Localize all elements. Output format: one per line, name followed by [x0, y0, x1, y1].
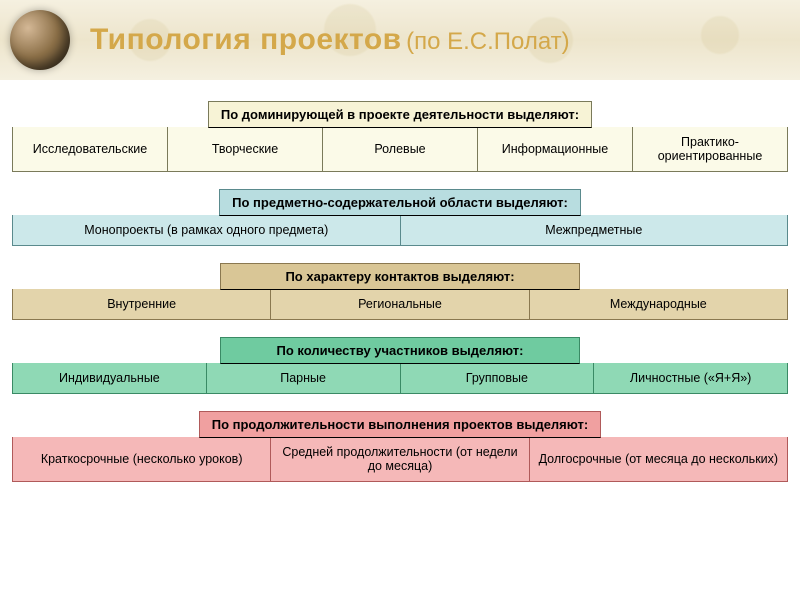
cell: Творческие: [168, 127, 323, 171]
content: По доминирующей в проекте деятельности в…: [0, 80, 800, 508]
section-row: Внутренние Региональные Международные: [12, 289, 788, 320]
cell: Личностные («Я+Я»): [594, 363, 787, 393]
cell: Монопроекты (в рамках одного предмета): [13, 215, 401, 245]
section-header: По доминирующей в проекте деятельности в…: [208, 101, 592, 128]
section-header: По характеру контактов выделяют:: [220, 263, 580, 290]
globe-icon: [10, 10, 70, 70]
section-header: По количеству участников выделяют:: [220, 337, 580, 364]
cell: Внутренние: [13, 289, 271, 319]
section-contacts: По характеру контактов выделяют: Внутрен…: [12, 262, 788, 320]
cell: Исследовательские: [13, 127, 168, 171]
section-activity: По доминирующей в проекте деятельности в…: [12, 100, 788, 172]
cell: Краткосрочные (несколько уроков): [13, 437, 271, 481]
section-row: Монопроекты (в рамках одного предмета) М…: [12, 215, 788, 246]
cell: Международные: [530, 289, 787, 319]
cell: Средней продолжительности (от недели до …: [271, 437, 529, 481]
section-row: Исследовательские Творческие Ролевые Инф…: [12, 127, 788, 172]
page-title: Типология проектов (по Е.С.Полат): [90, 23, 570, 57]
cell: Долгосрочные (от месяца до нескольких): [530, 437, 787, 481]
section-subject: По предметно-содержательной области выде…: [12, 188, 788, 246]
section-participants: По количеству участников выделяют: Индив…: [12, 336, 788, 394]
section-header: По продолжительности выполнения проектов…: [199, 411, 602, 438]
cell: Информационные: [478, 127, 633, 171]
section-duration: По продолжительности выполнения проектов…: [12, 410, 788, 482]
cell: Практико- ориентированные: [633, 127, 787, 171]
section-header: По предметно-содержательной области выде…: [219, 189, 581, 216]
cell: Ролевые: [323, 127, 478, 171]
cell: Групповые: [401, 363, 595, 393]
title-sub: (по Е.С.Полат): [406, 28, 570, 55]
cell: Парные: [207, 363, 401, 393]
cell: Региональные: [271, 289, 529, 319]
cell: Индивидуальные: [13, 363, 207, 393]
section-row: Краткосрочные (несколько уроков) Средней…: [12, 437, 788, 482]
cell: Межпредметные: [401, 215, 788, 245]
title-main: Типология проектов: [90, 23, 402, 56]
header-band: Типология проектов (по Е.С.Полат): [0, 0, 800, 80]
section-row: Индивидуальные Парные Групповые Личностн…: [12, 363, 788, 394]
